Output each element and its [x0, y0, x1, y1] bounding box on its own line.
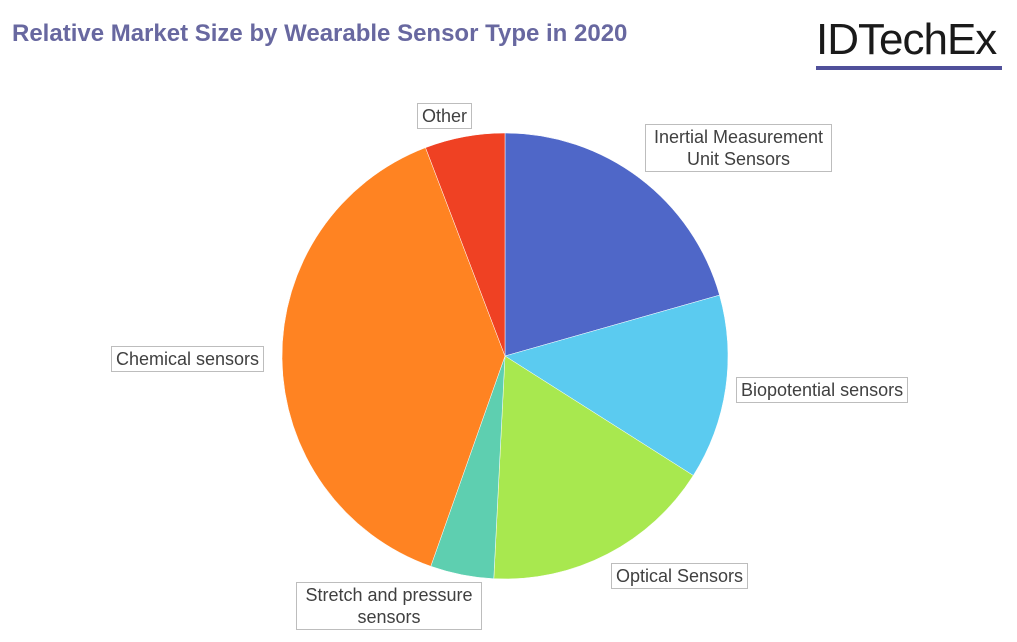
idtechex-logo: IDTechEx [816, 18, 1002, 70]
label-imu: Inertial Measurement Unit Sensors [645, 124, 832, 172]
label-optical: Optical Sensors [611, 563, 749, 589]
logo-underline [816, 66, 1002, 70]
pie-slice-other [425, 132, 506, 357]
pie-slice-inertial-measurement-unit-sensors [504, 132, 720, 357]
logo-text: IDTechEx [816, 15, 997, 64]
label-other: Other [417, 103, 473, 129]
label-stretch-pressure: Stretch and pressure sensors [296, 582, 482, 630]
chart-title: Relative Market Size by Wearable Sensor … [12, 20, 628, 47]
pie-slice-biopotential-sensors [504, 294, 729, 476]
label-biopotential: Biopotential sensors [736, 377, 909, 403]
pie-slice-chemical-sensors [281, 147, 506, 567]
label-chemical: Chemical sensors [111, 346, 265, 372]
pie-slice-optical-sensors [493, 355, 694, 580]
